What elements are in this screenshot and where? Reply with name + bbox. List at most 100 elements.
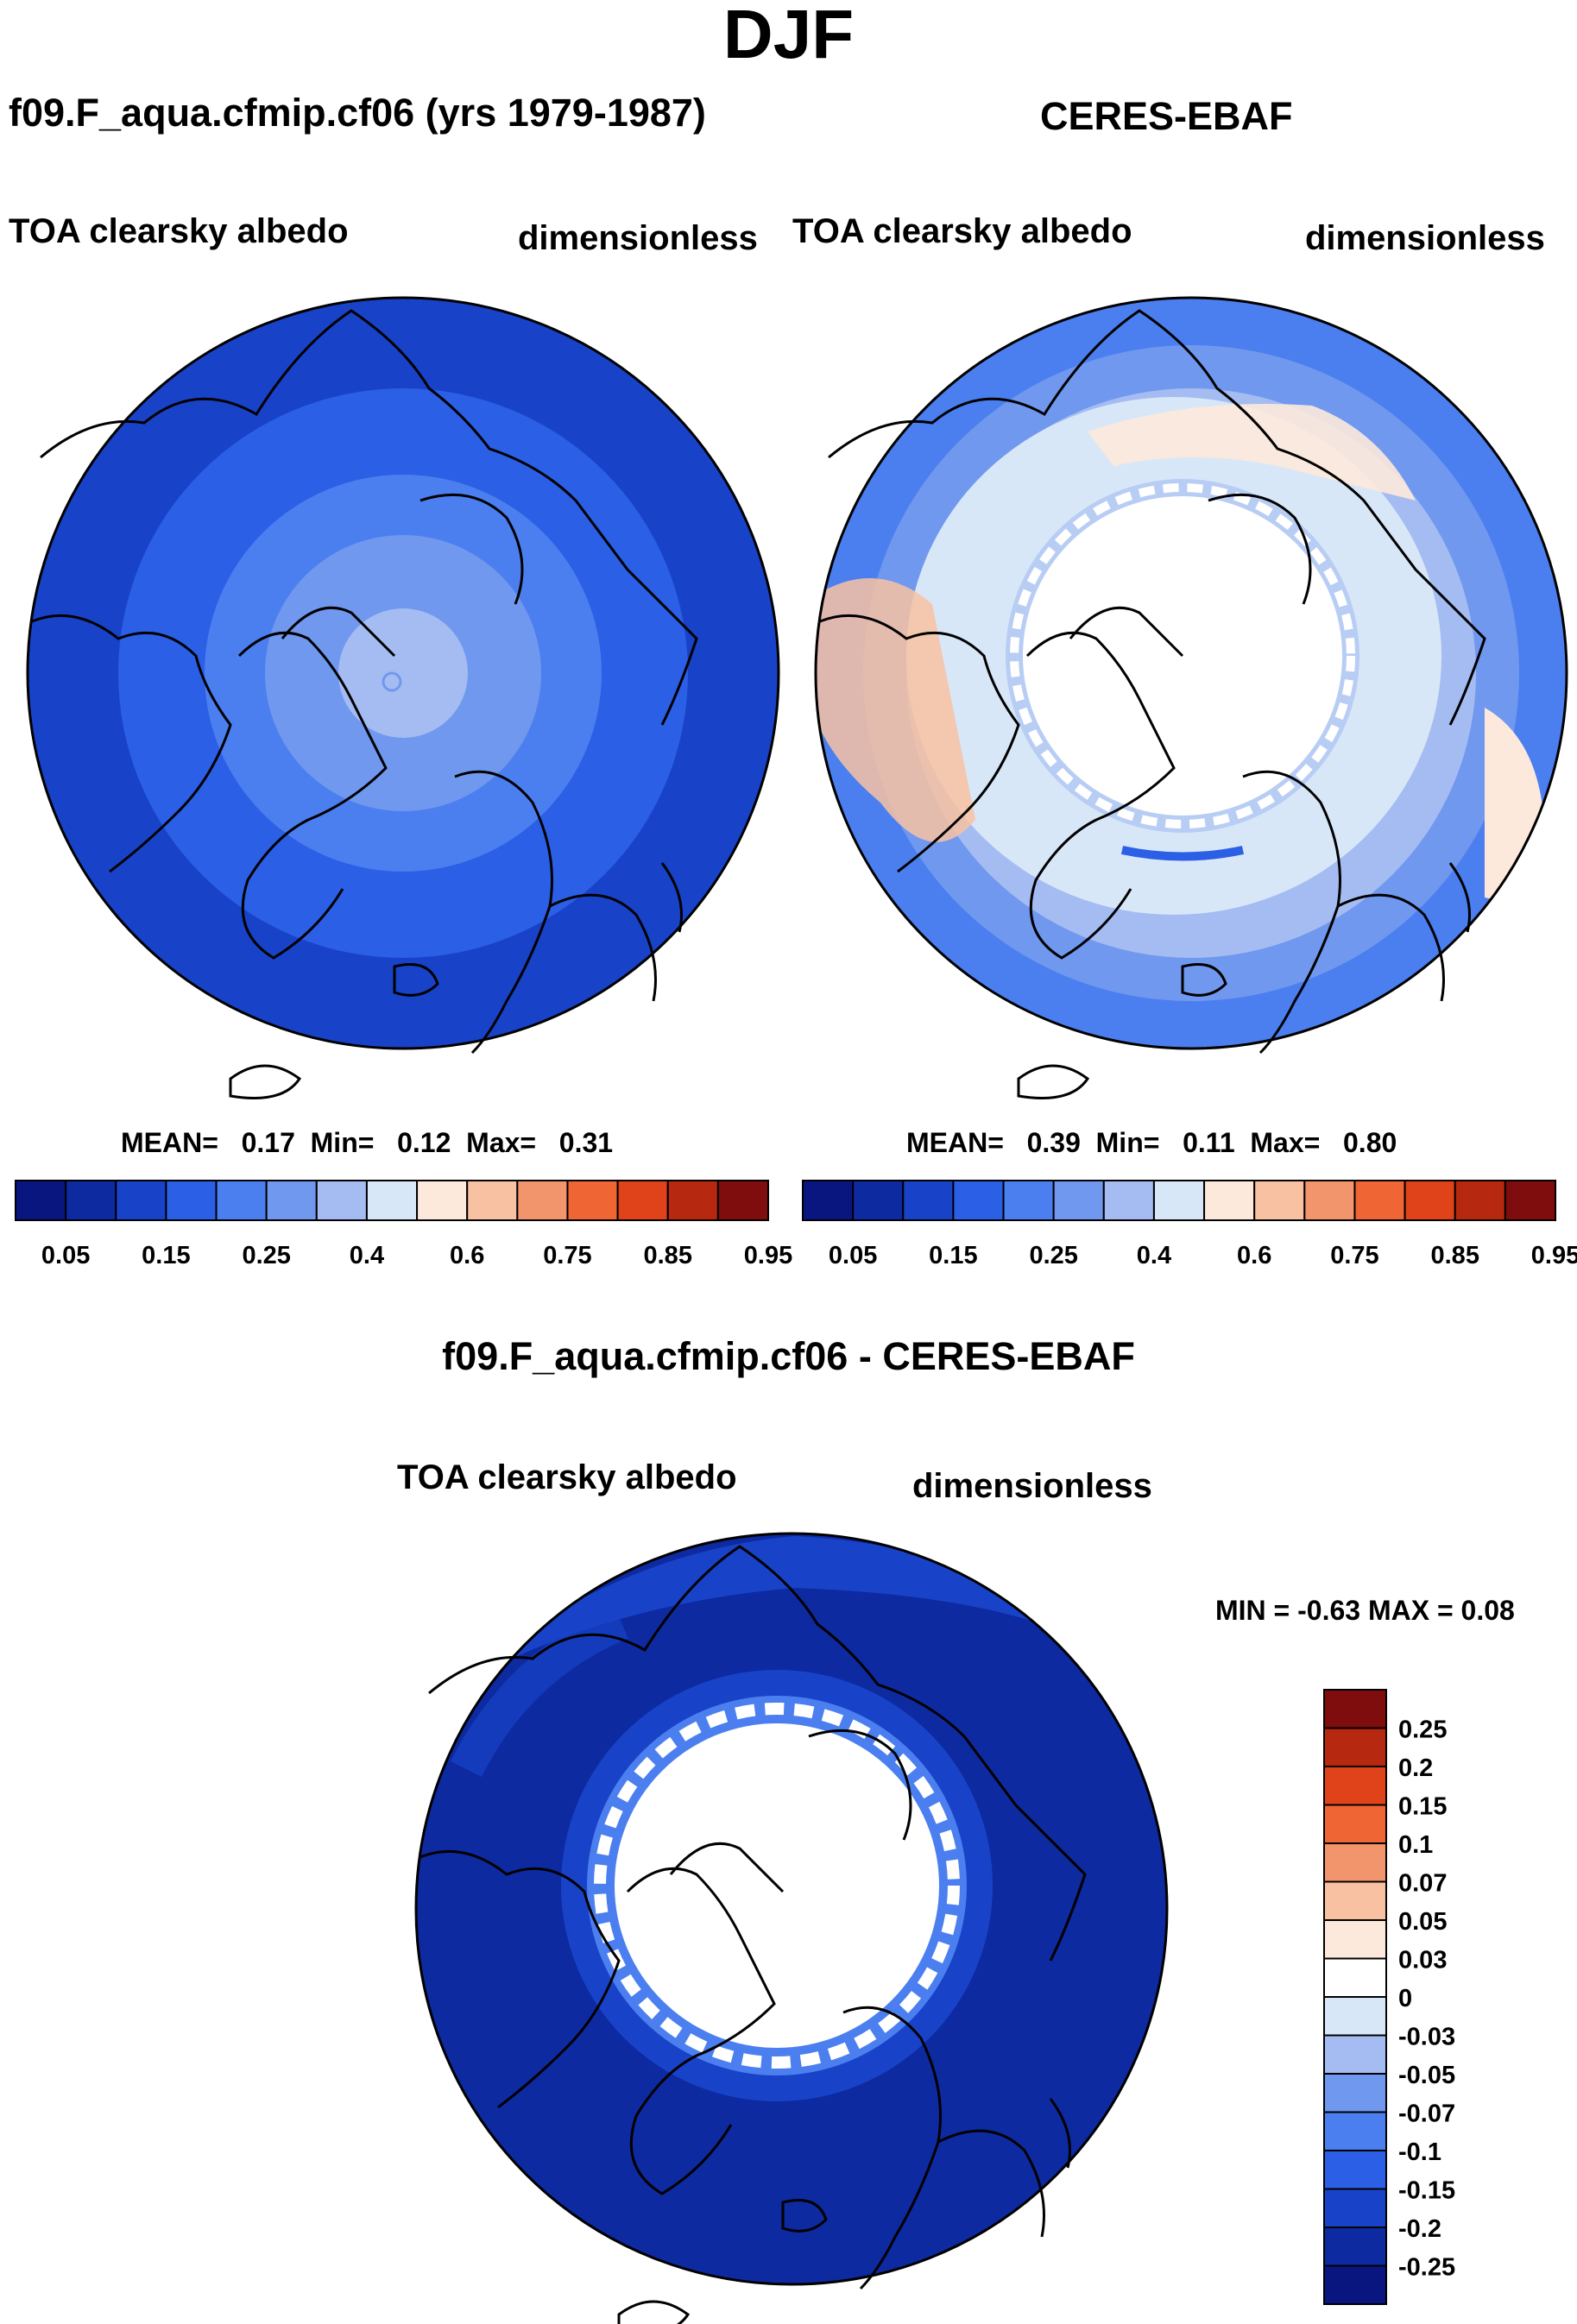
colorbar-box [1323, 1957, 1387, 1998]
colorbar-box [1303, 1180, 1356, 1221]
panel1-mean-value: 0.17 [241, 1127, 295, 1158]
colorbar-tick-label: 0.05 [829, 1242, 877, 1269]
coastline-segment [1181, 963, 1227, 997]
colorbar-tick-label: 0.75 [1330, 1242, 1378, 1269]
colorbar-box [1404, 1180, 1456, 1221]
colorbar-box [466, 1180, 519, 1221]
colorbar-box [365, 1180, 419, 1221]
panel3-coastlines [419, 1545, 1087, 2324]
panel2-map [814, 296, 1568, 1099]
colorbar-box [1052, 1180, 1105, 1221]
colorbar-tick-label: -0.15 [1398, 2177, 1455, 2205]
panel2-variable: TOA clearsky albedo [792, 212, 1132, 250]
panel1-pole-ring [382, 671, 402, 692]
colorbar-box [165, 1180, 218, 1221]
coastline-segment [669, 1842, 785, 1893]
colorbar-box [1203, 1180, 1256, 1221]
panel2-min-value: 0.11 [1183, 1127, 1235, 1158]
coastline-segment [1208, 493, 1312, 605]
colorbar-box [666, 1180, 719, 1221]
panel2-mean-label: MEAN= [906, 1127, 1004, 1158]
coastline-segment [1017, 1064, 1090, 1099]
colorbar-box [1323, 2150, 1387, 2190]
colorbar-tick-label: 0.85 [644, 1242, 692, 1269]
colorbar-box [902, 1180, 955, 1221]
panel1-max-label: Max= [466, 1127, 537, 1158]
panel3-minmax: MIN = -0.63 MAX = 0.08 [1215, 1595, 1515, 1626]
colorbar-box [1323, 2188, 1387, 2228]
panel2-border [814, 296, 1568, 1050]
colorbar-tick-label: 0.6 [450, 1242, 484, 1269]
colorbar-tick-label: 0.07 [1398, 1870, 1447, 1898]
panel1-min-label: Min= [310, 1127, 375, 1158]
colorbar-box [1323, 1804, 1387, 1844]
panel3-title: f09.F_aqua.cfmip.cf06 - CERES-EBAF [442, 1334, 1135, 1378]
colorbar-box [1002, 1180, 1055, 1221]
panel2-units: dimensionless [1305, 219, 1545, 257]
colorbar-box [1323, 1919, 1387, 1960]
coastline-segment [40, 309, 698, 726]
coastline-segment [781, 2199, 828, 2233]
colorbar-tick-label: -0.25 [1398, 2254, 1455, 2282]
panel2-dashed-ring [1010, 483, 1355, 828]
panel1-mean-label: MEAN= [121, 1127, 218, 1158]
colorbar-box [1353, 1180, 1406, 1221]
panel2-colorbar: 0.05 0.15 0.25 0.4 0.6 0.75 0.85 0.95 [802, 1180, 1577, 1269]
colorbar-box [516, 1180, 569, 1221]
colorbar-tick-label: -0.2 [1398, 2215, 1441, 2243]
colorbar-box [852, 1180, 905, 1221]
colorbar-box [802, 1180, 855, 1221]
coastline-segment [229, 1064, 302, 1099]
panel2-min-label: Min= [1095, 1127, 1160, 1158]
coastline-segment [237, 631, 388, 960]
coastline-segment [828, 309, 1486, 726]
colorbar-tick-label: 0.15 [1398, 1793, 1447, 1821]
panel2-title: CERES-EBAF [1040, 94, 1293, 138]
colorbar-tick-label: -0.07 [1398, 2100, 1455, 2128]
panel2-coastlines [819, 309, 1486, 1099]
panel1-max-value: 0.31 [558, 1127, 614, 1158]
panel1-stats: MEAN= 0.17 Min= 0.12 Max= 0.31 [121, 1127, 613, 1158]
panel2-stats: MEAN= 0.39 Min= 0.11 Max= 0.80 [906, 1127, 1397, 1158]
coastline-segment [31, 614, 232, 873]
coastline-segment [617, 2300, 691, 2324]
coastline-segment [549, 893, 657, 1002]
colorbar-box [716, 1180, 769, 1221]
panel3-dashed-ring [594, 1703, 960, 2069]
colorbar-tick-label: 0.6 [1237, 1242, 1271, 1269]
colorbar-box [952, 1180, 1005, 1221]
coastline-segment [1025, 631, 1176, 960]
panel1-colorbar: 0.05 0.15 0.25 0.4 0.6 0.75 0.85 0.95 [15, 1180, 792, 1269]
panel1-band-4 [338, 608, 468, 738]
colorbar-tick-label: 0.25 [1398, 1716, 1447, 1744]
colorbar-tick-label: -0.05 [1398, 2062, 1455, 2089]
colorbar-box [115, 1180, 167, 1221]
panel2-mean-value: 0.39 [1026, 1127, 1081, 1158]
colorbar-box [265, 1180, 318, 1221]
colorbar-tick-label: 0 [1398, 1985, 1412, 2012]
coastline-segment [1069, 606, 1184, 658]
colorbar-box [566, 1180, 619, 1221]
colorbar-box [1504, 1180, 1557, 1221]
coastline-segment [419, 493, 524, 605]
panel2-low-arc [1120, 846, 1245, 861]
panel3-band-north [449, 1536, 1122, 1691]
colorbar-box [1323, 1766, 1387, 1806]
colorbar-box [1323, 1689, 1387, 1729]
coastline-segment [626, 1867, 776, 2195]
figure-title: DJF [722, 0, 855, 72]
coastline-segment [419, 1849, 621, 2109]
colorbar-box [65, 1180, 117, 1221]
panel2-max-value: 0.80 [1343, 1127, 1397, 1158]
panel3-map [414, 1532, 1169, 2324]
colorbar-tick-label: 0.15 [142, 1242, 190, 1269]
colorbar-tick-label: 0.95 [1531, 1242, 1577, 1269]
colorbar-box [15, 1180, 67, 1221]
colorbar-tick-label: 0.4 [350, 1242, 384, 1269]
panel1-border [26, 296, 780, 1050]
colorbar-box [1323, 2073, 1387, 2113]
colorbar-box [1323, 2111, 1387, 2151]
panel2-max-label: Max= [1250, 1127, 1321, 1158]
panel1-map [26, 296, 780, 1099]
